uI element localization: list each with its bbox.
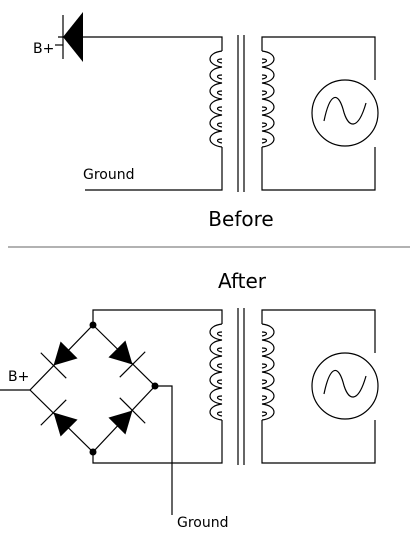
input-label: B+ (8, 369, 29, 385)
section-title: Before (208, 207, 273, 231)
ground-label: Ground (177, 515, 229, 531)
input-label: B+ (33, 41, 54, 57)
section-title: After (218, 269, 267, 293)
ground-label: Ground (83, 167, 135, 183)
